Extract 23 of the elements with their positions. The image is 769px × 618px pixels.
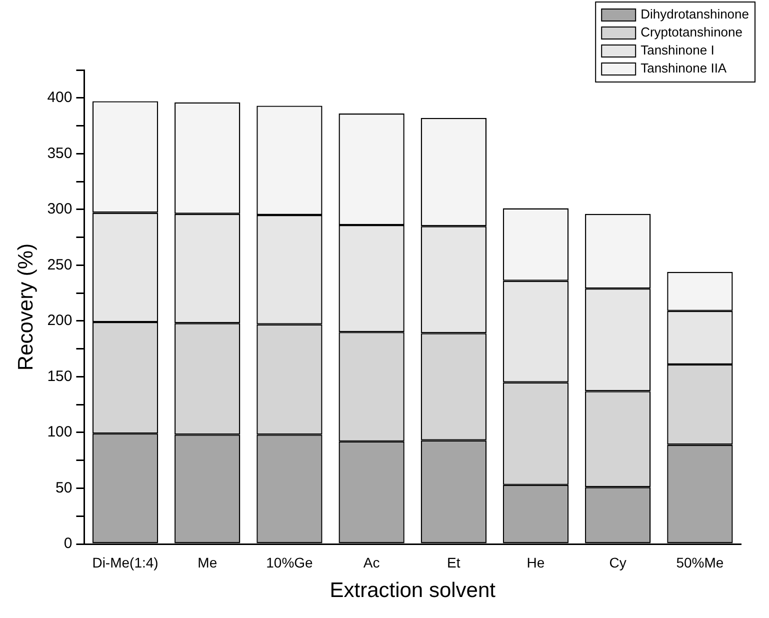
x-tick-label: Di-Me(1:4) (92, 554, 158, 570)
y-tick-label: 350 (47, 144, 72, 162)
legend-label: Tanshinone IIA (640, 60, 727, 76)
y-tick-label: 300 (47, 200, 72, 218)
y-tick-label: 200 (47, 312, 72, 330)
legend-label: Dihydrotanshinone (640, 6, 749, 22)
x-tick-label: Ac (363, 554, 380, 570)
y-tick-label: 100 (47, 424, 72, 441)
y-axis-title: Recovery (%) (14, 243, 38, 371)
x-axis-title: Extraction solvent (330, 579, 496, 602)
x-tick-label: 50%Me (676, 554, 724, 570)
x-tick-label: He (526, 554, 545, 570)
x-tick-label: 10%Ge (266, 554, 314, 570)
legend-label: Tanshinone I (640, 42, 714, 58)
x-tick-label: Cy (609, 554, 626, 570)
y-tick-label: 400 (47, 89, 72, 106)
y-tick-label: 50 (56, 479, 72, 496)
x-tick-label: Me (198, 554, 218, 570)
y-tick-label: 250 (47, 256, 72, 274)
y-tick-label: 150 (47, 368, 72, 385)
legend-label: Cryptotanshinone (640, 24, 742, 40)
y-tick-label: 0 (64, 535, 72, 552)
x-tick-label: Et (447, 554, 460, 570)
